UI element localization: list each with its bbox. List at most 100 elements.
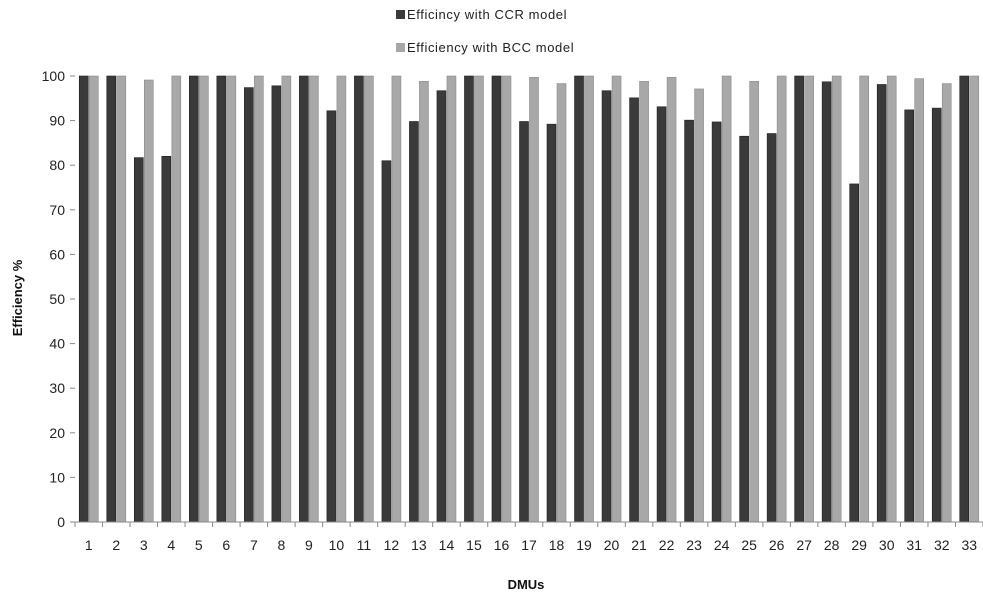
bar-ccr-12: [381, 160, 392, 523]
bar-ccr-16: [491, 75, 502, 523]
bar-ccr-1: [78, 75, 89, 523]
y-tick-label: 0: [57, 514, 65, 530]
x-tick-label: 24: [714, 537, 730, 553]
x-tick-label: 18: [549, 537, 565, 553]
x-tick-label: 1: [85, 537, 93, 553]
x-tick-label: 25: [741, 537, 757, 553]
bar-ccr-18: [546, 123, 557, 523]
bar-ccr-17: [519, 121, 529, 523]
x-axis: 1 2 3 4 5 6 7 8 9 10 11 12 13 14 15 16 17 18 19 20 21 22 23 24 2…: [74, 522, 983, 553]
x-tick-label: 5: [195, 537, 203, 553]
bar-bcc-24: [721, 75, 732, 523]
bar-bcc-7: [254, 75, 264, 523]
legend-swatch-ccr: [396, 10, 405, 19]
bar-bcc-29: [859, 75, 869, 523]
bar-bcc-30: [886, 75, 897, 523]
bar-bcc-4: [171, 75, 182, 523]
y-axis: 0 10 20 30 40 50 60 70 80 90 100: [42, 68, 75, 530]
legend-label-ccr: Efficincy with CCR model: [407, 7, 567, 22]
bar-ccr-15: [464, 75, 474, 523]
bar-bcc-5: [199, 75, 209, 523]
bar-bcc-12: [391, 75, 402, 523]
x-tick-label: 33: [961, 537, 977, 553]
legend-swatch-bcc: [396, 43, 405, 52]
x-tick-label: 20: [604, 537, 620, 553]
x-tick-label: 11: [357, 537, 372, 553]
bar-bcc-22: [666, 77, 677, 523]
bar-ccr-8: [271, 85, 282, 523]
bar-ccr-4: [161, 155, 172, 523]
x-tick-label: 26: [769, 537, 785, 553]
bar-bcc-18: [556, 83, 567, 523]
bar-ccr-20: [601, 90, 612, 523]
x-tick-label: 14: [439, 537, 455, 553]
bar-bcc-27: [804, 75, 814, 523]
bar-ccr-2: [106, 75, 117, 523]
bar-ccr-6: [216, 75, 227, 523]
bar-ccr-13: [409, 121, 419, 523]
x-tick-label: 27: [796, 537, 812, 553]
bar-bcc-28: [831, 75, 842, 523]
y-tick-label: 10: [49, 469, 65, 485]
y-tick-label: 60: [49, 246, 65, 262]
bar-ccr-30: [876, 84, 887, 523]
x-tick-label: 30: [879, 537, 895, 553]
y-tick-label: 70: [49, 202, 65, 218]
bar-ccr-19: [574, 75, 584, 523]
x-tick-label: 19: [576, 537, 592, 553]
legend-label-bcc: Efficiency with BCC model: [407, 40, 574, 55]
bar-bcc-19: [584, 75, 594, 523]
bar-bcc-26: [776, 75, 787, 523]
bar-bcc-32: [941, 83, 952, 523]
bar-bcc-9: [309, 75, 319, 523]
x-tick-label: 9: [305, 537, 313, 553]
bar-ccr-23: [684, 119, 694, 523]
bar-bcc-8: [281, 75, 292, 523]
x-tick-label: 2: [112, 537, 120, 553]
x-tick-label: 17: [521, 537, 537, 553]
legend: Efficincy with CCR model Efficiency with…: [396, 7, 574, 55]
x-tick-label: 21: [631, 537, 647, 553]
bars: [78, 75, 980, 523]
x-tick-label: 22: [659, 537, 675, 553]
x-tick-label: 28: [824, 537, 840, 553]
x-tick-label: 4: [167, 537, 175, 553]
x-tick-label: 16: [494, 537, 510, 553]
bar-ccr-21: [629, 97, 639, 523]
x-tick-label: 12: [384, 537, 400, 553]
y-tick-label: 40: [49, 336, 65, 352]
bar-bcc-25: [749, 81, 759, 523]
bar-bcc-11: [364, 75, 374, 523]
bar-ccr-7: [244, 87, 254, 523]
bar-ccr-24: [711, 121, 722, 523]
x-tick-label: 10: [329, 537, 345, 553]
bar-bcc-3: [143, 79, 154, 523]
bar-bcc-10: [336, 75, 347, 523]
bar-ccr-28: [821, 81, 832, 523]
x-tick-label: 31: [906, 537, 922, 553]
bar-ccr-31: [904, 109, 915, 523]
bar-ccr-10: [326, 110, 337, 523]
bar-bcc-6: [226, 75, 237, 523]
bar-ccr-9: [299, 75, 309, 523]
bar-bcc-14: [446, 75, 457, 523]
bar-ccr-22: [656, 106, 667, 523]
bar-bcc-17: [529, 77, 539, 523]
bar-bcc-16: [501, 75, 512, 523]
x-axis-title: DMUs: [508, 577, 545, 592]
y-tick-label: 30: [49, 380, 65, 396]
bar-bcc-13: [419, 81, 429, 523]
y-axis-title: Efficiency %: [10, 259, 25, 336]
bar-ccr-11: [354, 75, 364, 523]
bar-bcc-33: [969, 75, 980, 523]
bar-bcc-31: [914, 78, 925, 523]
x-tick-label: 6: [222, 537, 230, 553]
x-tick-label: 29: [851, 537, 867, 553]
x-tick-label: 23: [686, 537, 702, 553]
y-tick-label: 100: [42, 68, 66, 84]
bar-ccr-33: [959, 75, 970, 523]
bar-ccr-32: [931, 107, 942, 523]
y-tick-label: 20: [49, 425, 65, 441]
